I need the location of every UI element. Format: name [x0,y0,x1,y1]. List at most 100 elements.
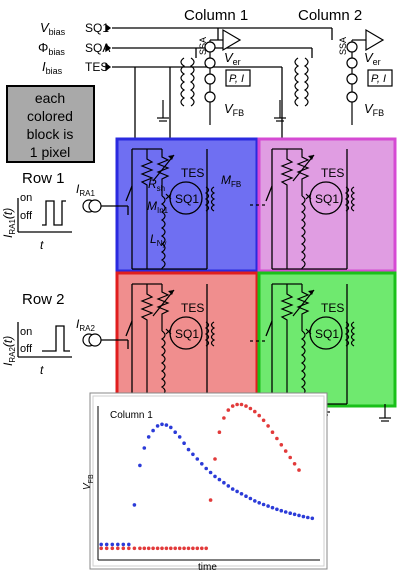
chart-point-s0-35 [262,503,266,507]
phibias-subscript: bias [48,47,65,57]
ssa-column-1: SSA P, I Ver VFB [157,30,250,125]
chart-point-s1-4 [122,547,126,551]
row1-on-label: on [20,192,32,204]
chart-point-s0-13 [165,423,169,427]
note-line-1: each [35,90,65,106]
svg-text:VFB: VFB [364,101,384,118]
sq1-label-r2c2: SQ1 [315,327,339,341]
chart-point-s0-9 [147,435,151,439]
note-line-2: colored [27,108,73,124]
chart-point-s1-26 [222,416,226,420]
chart-title: Column 1 [110,410,153,421]
chart-point-s1-20 [196,547,200,551]
tes-label-r2c1: TES [181,301,204,315]
svg-text:Ibias: Ibias [42,59,63,76]
chart-panel: Column 1 VFB time [82,393,327,572]
sq1-label-r1c2: SQ1 [315,192,339,206]
chart-point-s0-6 [133,503,137,507]
chart-point-s1-39 [280,443,284,447]
ira1-subscript: RA1 [79,189,95,198]
chart-point-s1-35 [262,419,266,423]
chart-point-s1-23 [209,498,213,502]
chart-point-s0-25 [218,478,222,482]
phibias-symbol: Φ [38,40,48,55]
chart-point-s1-42 [293,462,297,466]
chart-point-s0-43 [297,514,301,518]
chart-point-s0-7 [138,464,142,468]
row2-off-label: off [20,343,33,355]
chart-point-s1-5 [127,547,131,551]
chart-point-s1-28 [231,404,235,408]
lny-symbol: L [150,232,157,246]
row1-t-label: t [40,238,44,252]
svg-text:IRA2(t): IRA2(t) [1,336,17,366]
chart-point-s1-7 [138,547,142,551]
row1-off-label: off [20,210,33,222]
mfb-symbol: M [221,173,231,187]
chart-point-s0-41 [288,511,292,515]
chart-point-s1-31 [244,404,248,408]
chart-point-s1-0 [99,547,103,551]
chart-point-s0-27 [227,484,231,488]
chart-point-s0-34 [257,501,261,505]
ibias-subscript: bias [46,66,63,76]
note-line-4: 1 pixel [30,144,70,160]
chart-point-s0-5 [127,543,131,547]
chart-point-s1-40 [284,449,288,453]
chart-point-s0-4 [122,543,126,547]
svg-text:Ver: Ver [364,50,381,67]
chart-point-s0-17 [182,441,186,445]
chart-point-s0-21 [200,462,204,466]
chart-point-s0-8 [143,446,147,450]
chart-point-s0-38 [275,508,279,512]
row-2-label: Row 2 [22,291,65,308]
chart-point-s0-23 [209,471,213,475]
pi-readout-1: P, I [229,73,244,85]
chart-point-s1-14 [169,547,173,551]
lny-subscript: Ny [157,239,167,248]
rsh-symbol: R [148,177,157,191]
chart-point-s0-1 [105,543,109,547]
chart-point-s1-22 [204,547,208,551]
row-2-driver: Row 2 IRA2(t) on off t IRA2 [1,291,101,377]
chart-point-s0-29 [235,490,239,494]
chart-point-s1-36 [266,424,270,428]
chart-point-s1-32 [249,407,253,411]
chart-point-s0-24 [213,475,217,479]
chart-point-s0-12 [160,423,164,427]
svg-text:Ver: Ver [224,50,241,67]
ira2-subscript: RA2 [79,324,95,333]
row2-y-axis-tail: (t) [1,336,15,347]
chart-point-s0-31 [244,494,248,498]
chart-point-s0-30 [240,492,244,496]
chart-point-s0-45 [306,516,310,520]
chart-point-s1-29 [235,403,239,407]
chart-point-s1-10 [151,547,155,551]
chart-point-s0-2 [111,543,115,547]
min-subscript: In1 [157,206,169,215]
chart-point-s0-0 [99,543,103,547]
chart-point-s1-8 [143,547,147,551]
chart-point-s1-6 [133,547,137,551]
chart-point-s1-17 [182,547,186,551]
row1-y-axis-subscript: RA1 [8,219,17,235]
sq1-label-r1c1: SQ1 [175,192,199,206]
chart-point-s1-37 [271,430,275,434]
chart-point-s1-1 [105,547,109,551]
column-1-label: Column 1 [184,7,248,24]
ver-subscript-2: er [373,57,381,67]
pi-readout-2: P, I [371,73,386,85]
chart-point-s0-37 [271,506,275,510]
ver-subscript-1: er [233,57,241,67]
bias-lines [106,25,332,150]
ibias-target: TES [85,60,108,74]
chart-point-s0-3 [116,543,120,547]
chart-point-s1-11 [156,547,160,551]
note-line-3: block is [27,126,74,142]
chart-point-s1-9 [147,547,151,551]
tes-label-r1c2: TES [321,166,344,180]
min-symbol: M [147,199,157,213]
chart-point-s0-40 [284,510,288,514]
pixel-note-box: each colored block is 1 pixel [7,86,94,162]
